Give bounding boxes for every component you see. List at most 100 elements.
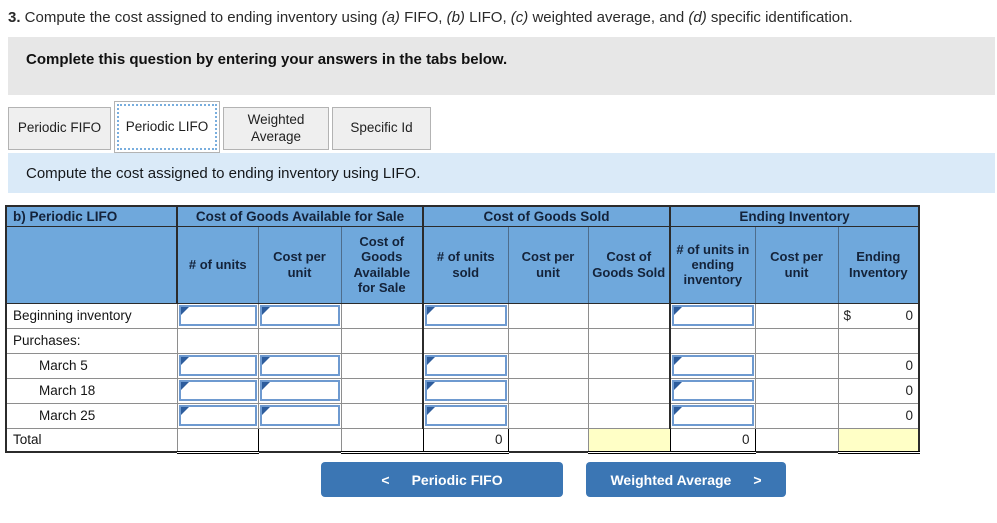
empty-cell — [507, 352, 589, 379]
total-units-ending: 0 — [669, 427, 756, 454]
row-label: March 18 — [5, 377, 178, 404]
cell-march18-units-sold — [422, 377, 509, 404]
question-number: 3. — [8, 9, 21, 26]
cell-march25-ending-inventory: 0 — [837, 402, 920, 429]
table-row-beginning-inventory: Beginning inventory $0 — [5, 302, 920, 329]
input-march18-units-ending[interactable] — [672, 380, 754, 401]
empty-cell — [754, 402, 839, 429]
instruction-banner: Complete this question by entering your … — [8, 37, 995, 95]
col-header-cogs: Cost of Goods Sold — [587, 225, 671, 304]
ending-inventory-value: 0 — [905, 308, 914, 323]
tab-specific-id[interactable]: Specific Id — [332, 107, 431, 150]
cell-march25-cost — [257, 402, 342, 429]
col-header-units: # of units — [176, 225, 259, 304]
cell-march18-units — [176, 377, 259, 404]
total-ending-inventory-calculated — [837, 427, 920, 454]
empty-cell — [340, 327, 424, 354]
table-corner-label: b) Periodic LIFO — [5, 205, 178, 227]
input-march18-units[interactable] — [178, 380, 257, 401]
empty-cell — [837, 327, 920, 354]
empty-cell — [507, 377, 589, 404]
empty-cell — [754, 327, 839, 354]
tab-weighted-average[interactable]: Weighted Average — [223, 107, 329, 150]
empty-header-cell — [5, 225, 178, 304]
tab-periodic-fifo[interactable]: Periodic FIFO — [8, 107, 111, 150]
group-header-ending-inventory: Ending Inventory — [669, 205, 920, 227]
empty-cell — [257, 427, 342, 453]
row-label: Total — [5, 427, 178, 453]
cell-march5-units-sold — [422, 352, 509, 379]
empty-cell — [507, 402, 589, 429]
cell-march18-units-ending — [669, 377, 756, 404]
question-title: 3. Compute the cost assigned to ending i… — [8, 9, 853, 26]
input-march25-cost[interactable] — [259, 405, 340, 426]
input-beginning-cost[interactable] — [259, 305, 340, 326]
task-description-bar: Compute the cost assigned to ending inve… — [8, 153, 995, 193]
cell-beginning-cost — [257, 302, 342, 329]
total-cogafs-box — [340, 427, 424, 454]
table-row-purchases: Purchases: — [5, 327, 920, 354]
group-header-cogs: Cost of Goods Sold — [422, 205, 671, 227]
input-march25-units-ending[interactable] — [672, 405, 754, 426]
cell-march25-units-sold — [422, 402, 509, 429]
cell-march25-units — [176, 402, 259, 429]
tab-bar: Periodic FIFO Periodic LIFO Weighted Ave… — [8, 101, 434, 153]
input-beginning-units-sold[interactable] — [425, 305, 507, 326]
empty-cell — [507, 327, 589, 354]
input-beginning-units[interactable] — [178, 305, 257, 326]
prev-button[interactable]: < Periodic FIFO — [321, 462, 563, 497]
table-row-total: Total 0 0 — [5, 427, 920, 454]
empty-cell — [340, 377, 424, 404]
input-beginning-units-ending[interactable] — [672, 305, 754, 326]
input-march5-units[interactable] — [178, 355, 257, 376]
cell-march5-ending-inventory: 0 — [837, 352, 920, 379]
table-row-march-5: March 5 0 — [5, 352, 920, 379]
total-units-sold: 0 — [422, 427, 509, 454]
empty-cell — [587, 377, 671, 404]
empty-cell — [422, 327, 509, 354]
col-header-cost-per-unit: Cost per unit — [257, 225, 342, 304]
cell-march18-ending-inventory: 0 — [837, 377, 920, 404]
cell-beginning-units — [176, 302, 259, 329]
input-march25-units[interactable] — [178, 405, 257, 426]
col-header-ending-inventory: Ending Inventory — [837, 225, 920, 304]
chevron-left-icon: < — [381, 471, 390, 488]
col-header-units-sold: # of units sold — [422, 225, 509, 304]
empty-cell — [257, 327, 342, 354]
next-button-label: Weighted Average — [610, 471, 732, 488]
empty-cell — [176, 327, 259, 354]
empty-cell — [340, 302, 424, 329]
group-header-goods-available: Cost of Goods Available for Sale — [175, 205, 424, 227]
col-header-cost-per-unit-sold: Cost per unit — [507, 225, 589, 304]
empty-cell — [587, 402, 671, 429]
chevron-right-icon: > — [753, 471, 762, 488]
input-march5-units-ending[interactable] — [672, 355, 754, 376]
empty-cell — [669, 327, 756, 354]
row-label: Purchases: — [5, 327, 178, 354]
cell-beginning-units-ending — [669, 302, 756, 329]
input-march5-cost[interactable] — [259, 355, 340, 376]
task-description: Compute the cost assigned to ending inve… — [26, 164, 421, 182]
prev-button-label: Periodic FIFO — [411, 471, 503, 488]
cell-beginning-ending-inventory: $0 — [837, 302, 920, 329]
empty-cell — [754, 352, 839, 379]
cell-march25-units-ending — [669, 402, 756, 429]
empty-cell — [587, 352, 671, 379]
empty-cell — [507, 427, 589, 453]
empty-cell — [587, 327, 671, 354]
empty-cell — [507, 302, 589, 329]
row-label: March 5 — [5, 352, 178, 379]
empty-cell — [754, 377, 839, 404]
cell-march5-units-ending — [669, 352, 756, 379]
table-row-march-25: March 25 0 — [5, 402, 920, 429]
empty-cell — [340, 352, 424, 379]
next-button[interactable]: Weighted Average > — [586, 462, 786, 497]
input-march25-units-sold[interactable] — [425, 405, 507, 426]
input-march18-units-sold[interactable] — [425, 380, 507, 401]
tab-periodic-lifo[interactable]: Periodic LIFO — [114, 101, 220, 153]
input-march18-cost[interactable] — [259, 380, 340, 401]
input-march5-units-sold[interactable] — [425, 355, 507, 376]
cell-march5-cost — [257, 352, 342, 379]
empty-cell — [340, 402, 424, 429]
table-row-march-18: March 18 0 — [5, 377, 920, 404]
